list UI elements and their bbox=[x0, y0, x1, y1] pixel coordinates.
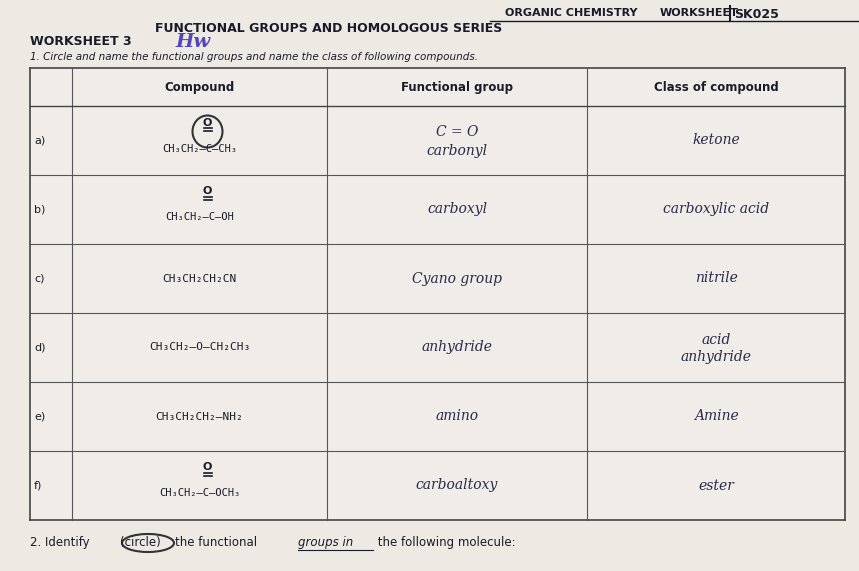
Text: the functional: the functional bbox=[175, 536, 261, 549]
Text: e): e) bbox=[34, 412, 46, 421]
Text: d): d) bbox=[34, 343, 46, 352]
Text: nitrile: nitrile bbox=[695, 271, 737, 286]
Text: acid: acid bbox=[701, 332, 731, 347]
Text: anhydride: anhydride bbox=[680, 351, 752, 364]
Text: FUNCTIONAL GROUPS AND HOMOLOGOUS SERIES: FUNCTIONAL GROUPS AND HOMOLOGOUS SERIES bbox=[155, 22, 503, 35]
Text: Hw: Hw bbox=[175, 33, 210, 51]
Text: O: O bbox=[203, 118, 212, 127]
Text: Class of compound: Class of compound bbox=[654, 81, 778, 94]
Text: CH₃CH₂–C–CH₃: CH₃CH₂–C–CH₃ bbox=[162, 143, 237, 154]
Text: ester: ester bbox=[698, 478, 734, 493]
Text: O: O bbox=[203, 187, 212, 196]
Text: the following molecule:: the following molecule: bbox=[374, 536, 515, 549]
Text: anhydride: anhydride bbox=[422, 340, 492, 355]
Text: CH₃CH₂CH₂–NH₂: CH₃CH₂CH₂–NH₂ bbox=[155, 412, 243, 421]
Text: Amine: Amine bbox=[693, 409, 739, 424]
Text: C = O: C = O bbox=[436, 126, 478, 139]
Text: CH₃CH₂–C–OCH₃: CH₃CH₂–C–OCH₃ bbox=[159, 489, 241, 498]
Text: CH₃CH₂–C–OH: CH₃CH₂–C–OH bbox=[165, 212, 234, 223]
Text: O: O bbox=[203, 463, 212, 472]
Text: 2. Identify: 2. Identify bbox=[30, 536, 94, 549]
Text: carboxylic acid: carboxylic acid bbox=[663, 203, 769, 216]
Text: WORKSHEET: WORKSHEET bbox=[660, 8, 739, 18]
Text: Functional group: Functional group bbox=[401, 81, 513, 94]
Text: carboxyl: carboxyl bbox=[427, 203, 487, 216]
Text: carbonyl: carbonyl bbox=[426, 143, 488, 158]
Text: f): f) bbox=[34, 481, 42, 490]
Text: carboaltoxy: carboaltoxy bbox=[416, 478, 498, 493]
Text: 1. Circle and name the functional groups and name the class of following compoun: 1. Circle and name the functional groups… bbox=[30, 52, 478, 62]
Text: Cyano group: Cyano group bbox=[412, 271, 502, 286]
FancyBboxPatch shape bbox=[30, 68, 845, 520]
Text: CH₃CH₂CH₂CN: CH₃CH₂CH₂CN bbox=[162, 274, 236, 283]
Text: ketone: ketone bbox=[692, 134, 740, 147]
Text: amino: amino bbox=[436, 409, 478, 424]
Text: Compound: Compound bbox=[164, 81, 235, 94]
Text: b): b) bbox=[34, 204, 46, 215]
Text: (circle): (circle) bbox=[120, 536, 161, 549]
Text: CH₃CH₂–O–CH₂CH₃: CH₃CH₂–O–CH₂CH₃ bbox=[149, 343, 250, 352]
Text: a): a) bbox=[34, 135, 46, 146]
Text: ORGANIC CHEMISTRY: ORGANIC CHEMISTRY bbox=[505, 8, 637, 18]
Text: WORKSHEET 3: WORKSHEET 3 bbox=[30, 35, 131, 48]
Text: SK025: SK025 bbox=[734, 8, 779, 21]
Text: c): c) bbox=[34, 274, 45, 283]
Text: groups in: groups in bbox=[298, 536, 353, 549]
